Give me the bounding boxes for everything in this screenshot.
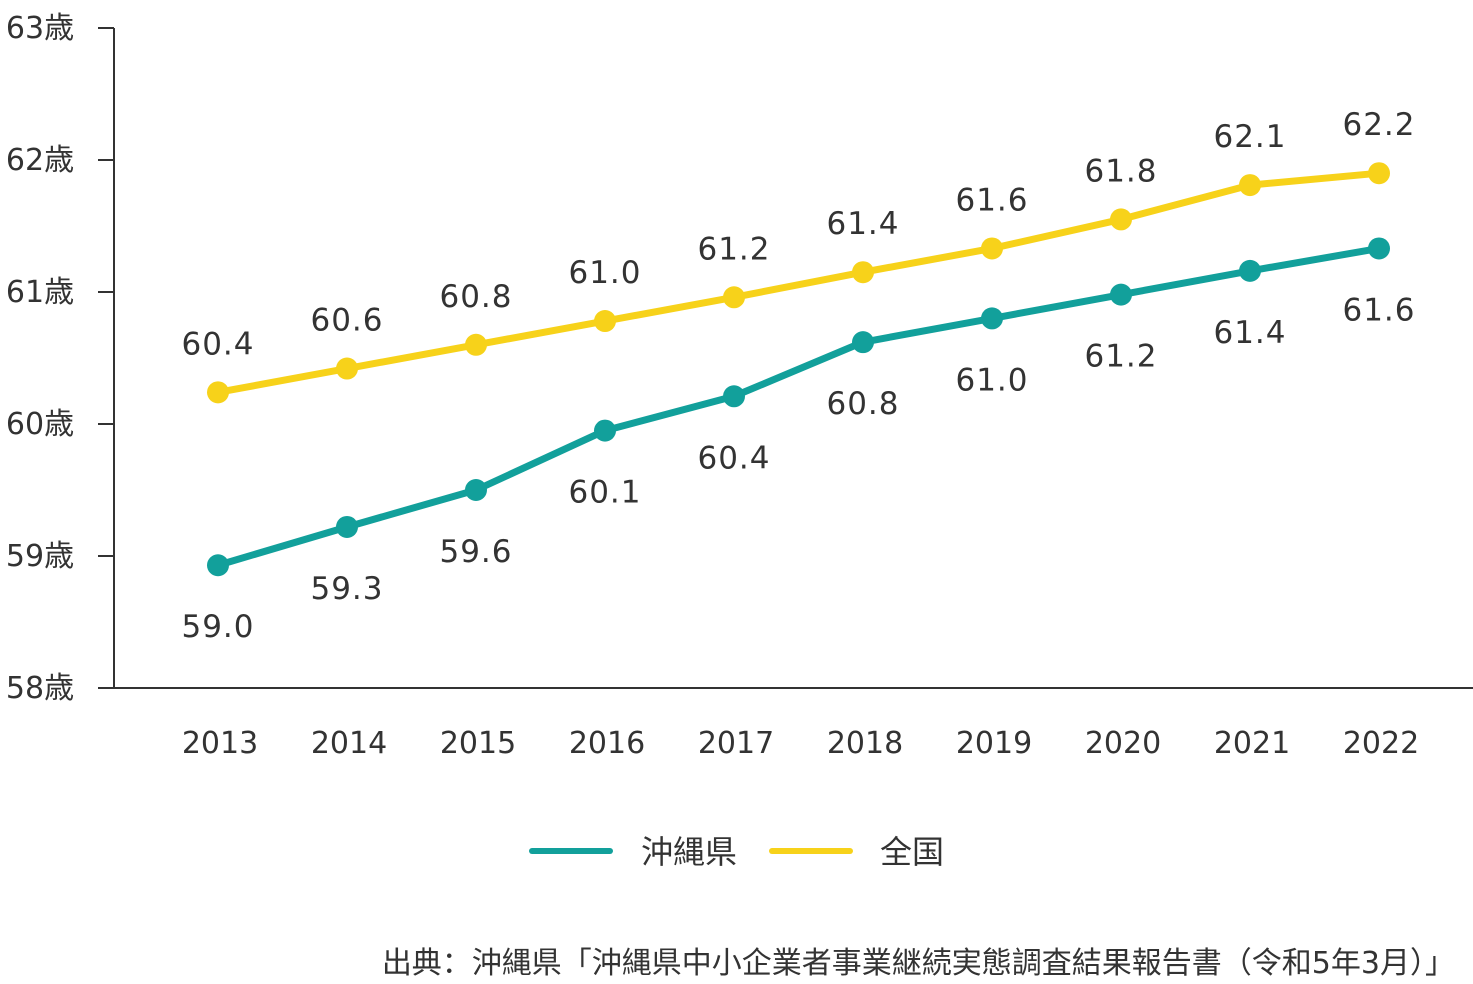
data-point	[594, 419, 616, 442]
data-point	[594, 310, 616, 333]
data-point	[465, 333, 487, 356]
x-tick-label: 2017	[698, 726, 774, 761]
x-tick-label: 2018	[827, 726, 903, 761]
data-point	[723, 385, 745, 408]
x-axis: 2013 2014 2015 2016 2017 2018 2019 2020 2021 2022	[114, 687, 1473, 761]
data-point	[1368, 162, 1390, 185]
data-label: 60.6	[310, 303, 383, 339]
data-label: 60.1	[568, 475, 641, 511]
y-tick-label: 63歳	[6, 11, 74, 46]
y-tick-label: 59歳	[6, 539, 74, 574]
data-label: 61.2	[1084, 339, 1157, 375]
x-tick-label: 2020	[1085, 726, 1161, 761]
data-label: 60.8	[439, 279, 512, 315]
legend: 沖縄県 全国	[529, 833, 944, 871]
data-label: 59.6	[439, 534, 512, 570]
data-point	[1110, 208, 1132, 231]
data-label: 61.0	[568, 255, 641, 291]
series-lines	[207, 162, 1390, 577]
data-point	[852, 331, 874, 354]
data-point	[207, 381, 229, 404]
data-point	[336, 357, 358, 380]
x-tick-label: 2013	[182, 726, 258, 761]
data-point	[336, 515, 358, 538]
y-axis: 58歳 59歳 60歳 61歳 62歳 63歳	[6, 11, 115, 706]
data-label: 61.6	[1342, 292, 1415, 328]
series-line	[214, 169, 1383, 396]
x-tick-label: 2022	[1343, 726, 1419, 761]
y-tick-label: 60歳	[6, 407, 74, 442]
x-tick-label: 2015	[440, 726, 516, 761]
data-label: 62.2	[1342, 107, 1415, 143]
data-label: 61.4	[1213, 315, 1286, 351]
x-tick-label: 2019	[956, 726, 1032, 761]
legend-label: 沖縄県	[641, 833, 737, 871]
data-point	[981, 237, 1003, 260]
data-label: 61.2	[697, 231, 770, 267]
data-label: 62.1	[1213, 119, 1286, 155]
data-label: 61.8	[1084, 153, 1157, 189]
data-label: 61.4	[826, 206, 899, 242]
series-line	[214, 244, 1383, 569]
data-point	[207, 554, 229, 577]
data-point	[465, 479, 487, 501]
y-tick-label: 58歳	[6, 671, 74, 706]
data-point	[1239, 174, 1261, 197]
data-label: 61.6	[955, 182, 1028, 218]
data-point	[1368, 237, 1390, 260]
data-point	[852, 261, 874, 284]
data-label: 59.3	[310, 571, 383, 607]
data-point	[1110, 283, 1132, 306]
data-label: 61.0	[955, 362, 1028, 398]
y-tick-label: 62歳	[6, 143, 74, 178]
data-labels: 59.0 59.3 59.6 60.1 60.4 60.8 61.0 61.2 61.4 61.6…	[181, 107, 1415, 645]
y-tick-label: 61歳	[6, 275, 74, 310]
data-label: 60.4	[181, 326, 254, 362]
data-point	[981, 307, 1003, 330]
source-note: 出典：沖縄県「沖縄県中小企業者事業継続実態調査結果報告書（令和5年3月）」	[382, 946, 1455, 981]
x-tick-label: 2014	[311, 726, 387, 761]
x-tick-label: 2021	[1214, 726, 1290, 761]
data-label: 60.8	[826, 386, 899, 422]
data-label: 59.0	[181, 609, 254, 645]
x-tick-label: 2016	[569, 726, 645, 761]
data-point	[723, 286, 745, 309]
legend-label: 全国	[880, 833, 944, 871]
data-label: 60.4	[697, 440, 770, 476]
data-point	[1239, 259, 1261, 282]
